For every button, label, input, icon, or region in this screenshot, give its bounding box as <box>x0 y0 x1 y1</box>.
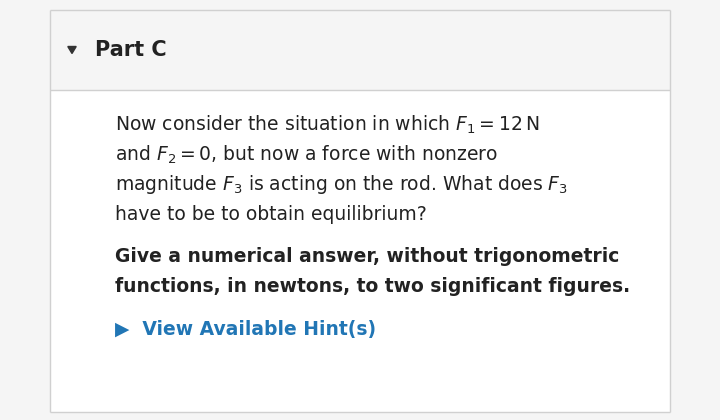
Text: have to be to obtain equilibrium?: have to be to obtain equilibrium? <box>115 205 427 225</box>
Bar <box>50 10 670 90</box>
Polygon shape <box>68 47 76 53</box>
Text: Give a numerical answer, without trigonometric: Give a numerical answer, without trigono… <box>115 247 619 267</box>
Text: Now consider the situation in which $F_1 = 12\,\mathrm{N}$: Now consider the situation in which $F_1… <box>115 114 539 136</box>
Bar <box>50 90 670 412</box>
Text: and $F_2 = 0$, but now a force with nonzero: and $F_2 = 0$, but now a force with nonz… <box>115 144 498 166</box>
Text: functions, in newtons, to two significant figures.: functions, in newtons, to two significan… <box>115 278 630 297</box>
Text: ▶  View Available Hint(s): ▶ View Available Hint(s) <box>115 320 376 339</box>
Text: Part C: Part C <box>95 40 166 60</box>
Text: magnitude $F_3$ is acting on the rod. What does $F_3$: magnitude $F_3$ is acting on the rod. Wh… <box>115 173 568 197</box>
